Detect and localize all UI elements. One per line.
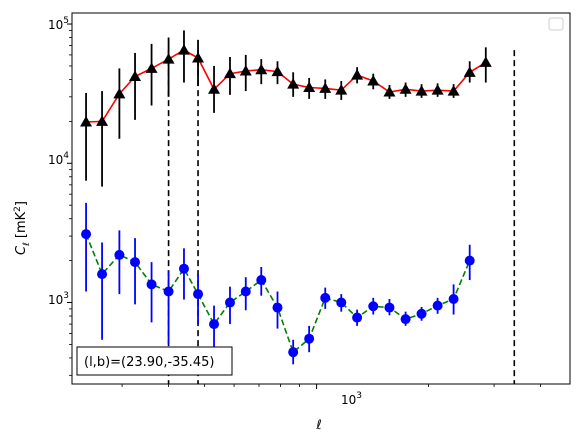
data-point-circle [272,302,283,313]
data-point-circle [400,314,411,325]
data-point-circle [81,229,92,240]
data-point-circle [97,269,108,280]
data-point-triangle [399,83,412,94]
data-point-circle [114,249,125,260]
data-point-circle [368,301,379,312]
markers-group [80,44,492,358]
data-point-circle [288,347,299,358]
data-point-circle [336,297,347,308]
data-point-triangle [479,56,492,67]
data-point-circle [240,286,251,297]
data-point-triangle [287,78,300,89]
data-point-triangle [239,64,252,76]
data-point-triangle [463,66,476,77]
data-point-triangle [271,65,284,77]
data-point-triangle [192,52,205,63]
legend-box [548,17,564,31]
data-point-triangle [113,87,126,99]
x-axis-label: ℓ [315,418,321,433]
data-point-circle [178,263,189,274]
y-axis-label: Cℓ [mK2] [13,201,32,255]
data-point-triangle [367,74,380,86]
data-point-triangle [223,67,236,79]
data-point-triangle [177,44,190,55]
data-point-triangle [335,84,348,95]
data-point-circle [304,333,315,344]
data-point-triangle [255,63,268,75]
data-point-triangle [80,115,93,127]
data-point-triangle [415,85,428,96]
plot-frame [71,12,571,385]
data-point-triangle [383,85,396,97]
data-point-triangle [319,82,332,93]
data-point-triangle [129,70,142,81]
vertical-lines-group [167,50,516,384]
data-point-circle [130,257,141,268]
data-point-circle [163,286,174,297]
annotation-label: (l,b)=(23.90,-35.45) [84,355,214,370]
data-point-triangle [303,81,316,93]
data-point-circle [352,312,363,323]
data-point-circle [320,292,331,303]
data-point-triangle [208,83,221,94]
data-point-circle [416,308,427,319]
data-point-circle [256,275,267,286]
data-point-circle [432,300,443,311]
data-point-circle [193,289,204,300]
data-point-circle [224,297,235,308]
data-point-circle [146,279,157,290]
data-point-triangle [96,115,109,126]
data-point-triangle [351,69,364,80]
data-point-circle [209,319,220,330]
data-point-triangle [447,85,460,96]
annotation-box [76,346,233,376]
data-point-triangle [145,62,158,73]
data-point-circle [384,302,395,313]
data-point-circle [464,255,475,266]
data-point-circle [448,294,459,305]
data-point-triangle [162,53,175,64]
data-point-triangle [431,84,444,95]
ticks-group [67,23,541,389]
